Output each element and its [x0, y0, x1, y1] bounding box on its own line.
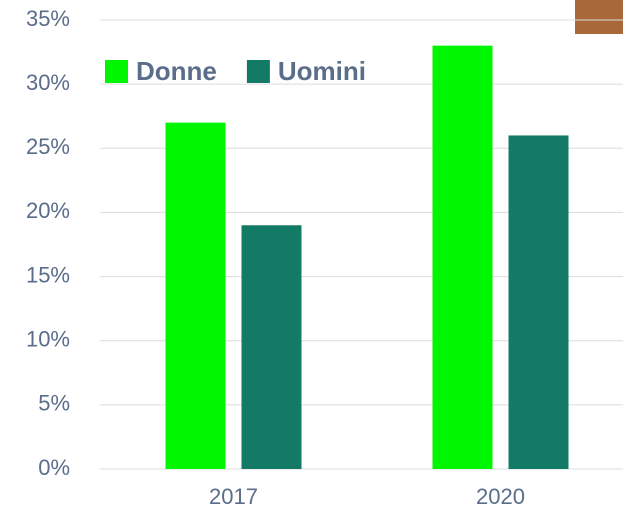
- y-tick-label: 30%: [26, 70, 70, 95]
- y-tick-label: 0%: [38, 455, 70, 480]
- legend-text: Donne: [136, 56, 217, 86]
- legend-swatch: [246, 60, 270, 83]
- bar: [432, 45, 493, 470]
- legend-swatch: [105, 60, 128, 83]
- y-tick-label: 10%: [26, 327, 70, 352]
- x-tick-label: 2020: [476, 484, 525, 509]
- y-tick-label: 15%: [26, 262, 70, 287]
- legend-text: Uomini: [278, 56, 366, 86]
- y-tick-label: 5%: [38, 391, 70, 416]
- corner-image: [575, 0, 623, 34]
- y-tick-label: 35%: [26, 6, 70, 31]
- y-tick-label: 20%: [26, 198, 70, 223]
- y-tick-label: 25%: [26, 134, 70, 159]
- bar: [508, 135, 569, 469]
- x-tick-label: 2017: [209, 484, 258, 509]
- bar: [165, 122, 226, 469]
- bar: [241, 225, 302, 469]
